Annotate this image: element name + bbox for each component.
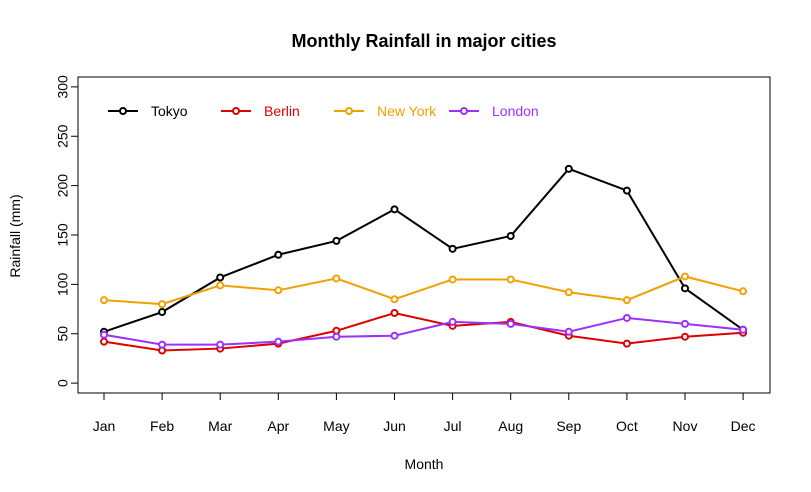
data-point-tokyo: [448, 244, 457, 253]
series-new-york: [100, 272, 748, 309]
x-axis: Jan Feb Mar Apr May Jun Jul Aug Sep Oct Nov Dec: [93, 392, 756, 434]
legend-label: New York: [377, 103, 437, 119]
legend-item-new-york: New York: [334, 103, 437, 119]
data-point-london: [158, 340, 167, 349]
data-point-london: [448, 317, 457, 326]
x-tick-label: Nov: [673, 418, 698, 434]
data-point-london: [216, 340, 225, 349]
data-point-london: [622, 313, 631, 322]
legend-item-tokyo: Tokyo: [108, 103, 188, 119]
data-point-tokyo: [622, 186, 631, 195]
y-tick-label: 200: [55, 174, 71, 198]
data-point-new-york: [216, 281, 225, 290]
data-point-new-york: [100, 296, 108, 305]
legend: Tokyo Berlin New York London: [108, 103, 539, 119]
x-tick-label: Mar: [208, 418, 232, 434]
x-tick-label: Feb: [150, 418, 174, 434]
x-tick-label: Aug: [498, 418, 523, 434]
data-point-london: [390, 331, 399, 340]
x-tick-label: Jul: [444, 418, 462, 434]
data-point-tokyo: [158, 308, 167, 317]
y-tick-label: 150: [55, 223, 71, 247]
x-tick-label: Apr: [267, 418, 289, 434]
series-berlin: [100, 309, 748, 355]
data-point-tokyo: [506, 231, 515, 240]
data-point-new-york: [158, 300, 167, 309]
y-axis: 0 50 100 150 200 250 300: [55, 75, 79, 387]
data-point-tokyo: [332, 236, 341, 245]
data-point-london: [332, 332, 341, 341]
data-point-london: [739, 325, 748, 334]
data-point-london: [100, 330, 108, 339]
legend-item-london: London: [449, 103, 539, 119]
data-point-new-york: [274, 286, 283, 295]
y-axis-label: Rainfall (mm): [7, 194, 23, 277]
series-line-tokyo: [103, 167, 744, 333]
data-point-berlin: [681, 332, 689, 341]
x-tick-label: May: [323, 418, 349, 434]
data-point-tokyo: [216, 273, 225, 282]
legend-item-berlin: Berlin: [221, 103, 300, 119]
data-point-new-york: [681, 272, 689, 281]
legend-swatch-point: [345, 107, 353, 115]
legend-swatch-point: [232, 107, 240, 115]
x-tick-label: Jun: [383, 418, 406, 434]
y-tick-label: 300: [55, 75, 71, 99]
y-tick-label: 250: [55, 124, 71, 148]
y-tick-label: 100: [55, 272, 71, 296]
legend-label: London: [492, 103, 539, 119]
data-point-berlin: [390, 309, 399, 318]
data-point-berlin: [100, 337, 108, 346]
series-line-berlin: [103, 311, 744, 352]
series-layer: [100, 164, 748, 355]
data-point-new-york: [739, 287, 748, 296]
data-point-london: [681, 319, 689, 328]
legend-label: Tokyo: [151, 103, 188, 119]
data-point-new-york: [390, 295, 399, 304]
data-point-new-york: [448, 275, 457, 284]
series-tokyo: [100, 164, 748, 336]
x-tick-label: Dec: [731, 418, 756, 434]
data-point-tokyo: [390, 205, 399, 214]
x-tick-label: Jan: [93, 418, 116, 434]
y-tick-label: 50: [55, 326, 71, 342]
data-point-new-york: [564, 288, 573, 297]
data-point-london: [506, 319, 515, 328]
data-point-london: [274, 337, 283, 346]
series-line-new-york: [103, 275, 744, 306]
series-london: [100, 313, 748, 349]
data-point-tokyo: [564, 164, 573, 173]
y-tick-label: 0: [55, 379, 71, 387]
data-point-tokyo: [274, 250, 283, 259]
legend-label: Berlin: [264, 103, 300, 119]
data-point-berlin: [622, 339, 631, 348]
legend-swatch-point: [119, 107, 127, 115]
x-tick-label: Oct: [616, 418, 638, 434]
data-point-new-york: [332, 274, 341, 283]
x-tick-label: Sep: [556, 418, 581, 434]
x-axis-label: Month: [405, 456, 444, 472]
data-point-london: [564, 327, 573, 336]
chart-title: Monthly Rainfall in major cities: [291, 31, 556, 51]
legend-swatch-point: [460, 107, 468, 115]
series-line-london: [103, 316, 744, 346]
data-point-new-york: [506, 275, 515, 284]
data-point-tokyo: [681, 284, 689, 293]
data-point-new-york: [622, 296, 631, 305]
